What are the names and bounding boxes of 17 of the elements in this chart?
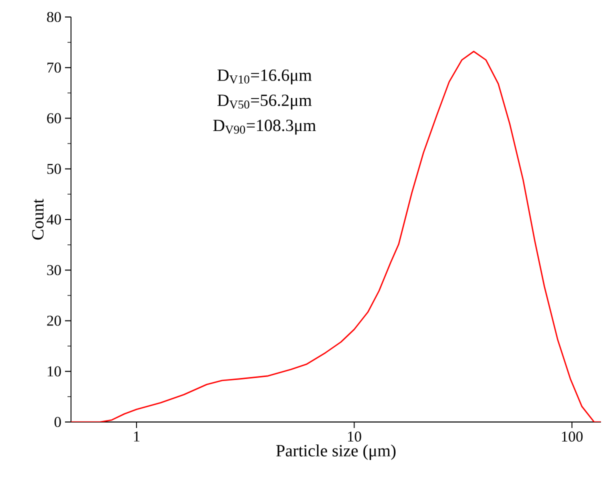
y-tick-label: 20: [47, 316, 61, 326]
x-tick-label: 100: [562, 432, 583, 442]
y-tick-label: 0: [54, 416, 61, 428]
y-tick-label: 40: [46, 214, 61, 225]
y-tick-label: 30: [47, 265, 61, 276]
y-tick-label: 70: [47, 62, 61, 73]
y-axis-title: Count: [32, 198, 44, 240]
x-axis-title: Particle size (μm): [276, 444, 396, 460]
annotation: D$_{V10}$=16.6μm: [217, 69, 312, 84]
y-tick-label: 80: [47, 12, 61, 22]
y-tick-label: 50: [47, 164, 61, 174]
x-tick-label: 10: [348, 432, 362, 442]
x-tick-label: 1: [134, 432, 140, 442]
y-tick-label: 60: [47, 113, 61, 124]
annotation: D$_{V50}$=56.2μm: [217, 94, 312, 110]
y-tick-label: 10: [48, 366, 61, 376]
annotation: D$_{V90}$=108.3μm: [213, 120, 316, 135]
